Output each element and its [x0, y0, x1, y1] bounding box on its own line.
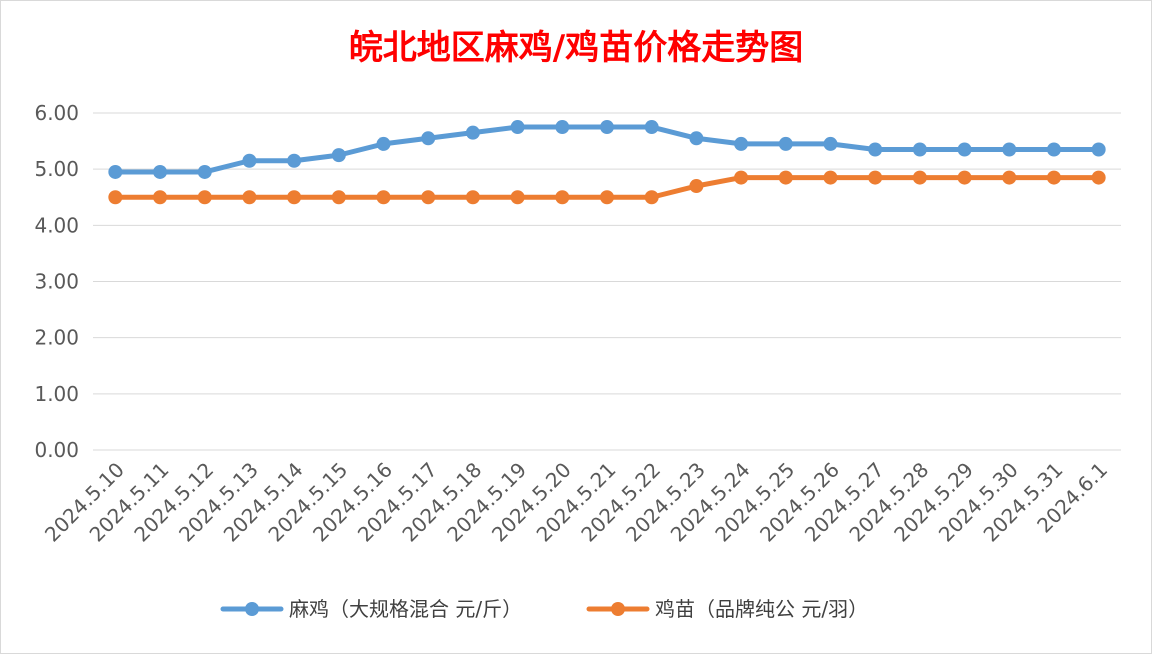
chart-title: 皖北地区麻鸡/鸡苗价格走势图	[349, 28, 803, 68]
legend-marker	[245, 602, 259, 616]
data-point	[421, 190, 436, 205]
data-point	[465, 125, 480, 140]
data-point	[242, 153, 257, 168]
data-point	[1002, 142, 1017, 157]
data-point	[689, 131, 704, 146]
y-tick-label: 6.00	[34, 101, 79, 125]
data-point	[1046, 142, 1061, 157]
data-point	[242, 190, 257, 205]
data-point	[287, 153, 302, 168]
data-point	[868, 142, 883, 157]
data-point	[153, 190, 168, 205]
data-point	[376, 190, 391, 205]
legend-marker	[611, 602, 625, 616]
data-point	[287, 190, 302, 205]
data-point	[823, 136, 838, 151]
data-point	[1046, 170, 1061, 185]
data-point	[823, 170, 838, 185]
series-lines	[108, 120, 1106, 205]
y-tick-label: 0.00	[34, 438, 79, 462]
data-point	[510, 190, 525, 205]
data-point	[421, 131, 436, 146]
data-point	[734, 170, 749, 185]
data-point	[331, 190, 346, 205]
y-tick-label: 1.00	[34, 382, 79, 406]
data-point	[600, 120, 614, 135]
data-point	[734, 136, 749, 151]
x-axis-ticks: 2024.5.102024.5.112024.5.122024.5.132024…	[40, 458, 1112, 547]
legend-label: 鸡苗（品牌纯公 元/羽）	[655, 597, 868, 621]
data-point	[331, 148, 346, 163]
legend-label: 麻鸡（大规格混合 元/斤）	[289, 597, 522, 621]
data-point	[376, 136, 391, 151]
series-2	[108, 170, 1106, 205]
data-point	[197, 190, 212, 205]
y-axis-ticks: 0.00 1.00 2.00 3.00 4.00 5.00 6.00	[34, 101, 79, 462]
data-point	[868, 170, 883, 185]
data-point	[108, 190, 123, 205]
data-point	[957, 170, 972, 185]
y-tick-label: 2.00	[34, 326, 79, 350]
y-tick-label: 3.00	[34, 270, 79, 294]
data-point	[108, 164, 123, 179]
data-point	[1002, 170, 1017, 185]
legend: 麻鸡（大规格混合 元/斤） 鸡苗（品牌纯公 元/羽）	[220, 597, 868, 621]
data-point	[957, 142, 972, 157]
data-point	[644, 190, 659, 205]
data-point	[600, 190, 614, 205]
data-point	[778, 136, 793, 151]
data-point	[912, 170, 927, 185]
data-point	[197, 164, 212, 179]
data-point	[510, 120, 525, 135]
data-point	[555, 120, 570, 135]
data-point	[153, 164, 168, 179]
data-point	[1091, 142, 1106, 157]
y-tick-label: 4.00	[34, 213, 79, 237]
data-point	[778, 170, 793, 185]
grid-lines	[93, 112, 1121, 451]
data-point	[689, 179, 704, 194]
y-tick-label: 5.00	[34, 157, 79, 181]
data-point	[555, 190, 570, 205]
data-point	[644, 120, 659, 135]
data-point	[1091, 170, 1106, 185]
series-1	[108, 120, 1106, 179]
data-point	[912, 142, 927, 157]
data-point	[465, 190, 480, 205]
